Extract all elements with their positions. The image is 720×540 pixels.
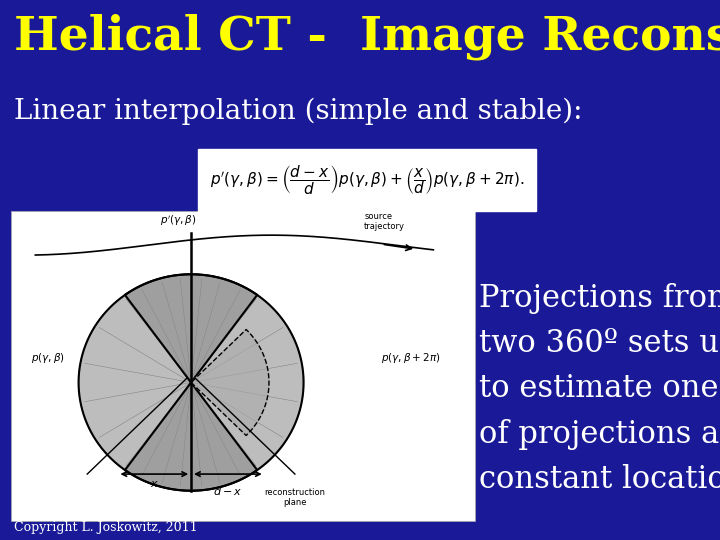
Polygon shape — [125, 274, 304, 491]
Polygon shape — [191, 329, 269, 435]
Text: reconstruction
plane: reconstruction plane — [264, 488, 325, 508]
Text: $p(\gamma, \beta+2\pi)$: $p(\gamma, \beta+2\pi)$ — [382, 350, 441, 365]
Text: Copyright L. Joskowitz, 2011: Copyright L. Joskowitz, 2011 — [14, 521, 198, 534]
Polygon shape — [78, 274, 257, 491]
FancyBboxPatch shape — [11, 211, 475, 521]
Text: source
trajectory: source trajectory — [364, 212, 405, 231]
Text: $p'(\gamma, \beta)$: $p'(\gamma, \beta)$ — [160, 214, 197, 228]
Text: Helical CT -  Image Reconstruction (4): Helical CT - Image Reconstruction (4) — [14, 14, 720, 60]
Text: $x$: $x$ — [150, 478, 159, 489]
Text: $p'(\gamma,\beta) = \left(\dfrac{d-x}{d}\right)p(\gamma,\beta) + \left(\dfrac{x}: $p'(\gamma,\beta) = \left(\dfrac{d-x}{d}… — [210, 163, 524, 196]
Text: $p(\gamma, \beta)$: $p(\gamma, \beta)$ — [31, 350, 65, 365]
Text: Linear interpolation (simple and stable):: Linear interpolation (simple and stable)… — [14, 97, 583, 125]
FancyBboxPatch shape — [198, 148, 536, 211]
Text: $d-x$: $d-x$ — [212, 485, 242, 497]
Text: Projections from
two 360º sets used
to estimate one set
of projections at a
cons: Projections from two 360º sets used to e… — [479, 282, 720, 495]
